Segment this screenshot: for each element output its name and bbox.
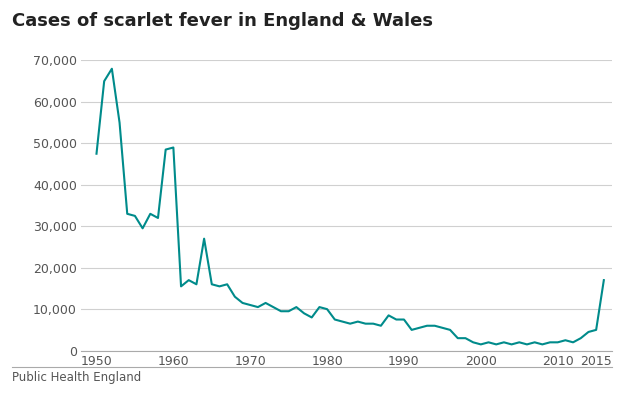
- Text: Cases of scarlet fever in England & Wales: Cases of scarlet fever in England & Wale…: [12, 12, 434, 30]
- Text: Public Health England: Public Health England: [12, 371, 142, 384]
